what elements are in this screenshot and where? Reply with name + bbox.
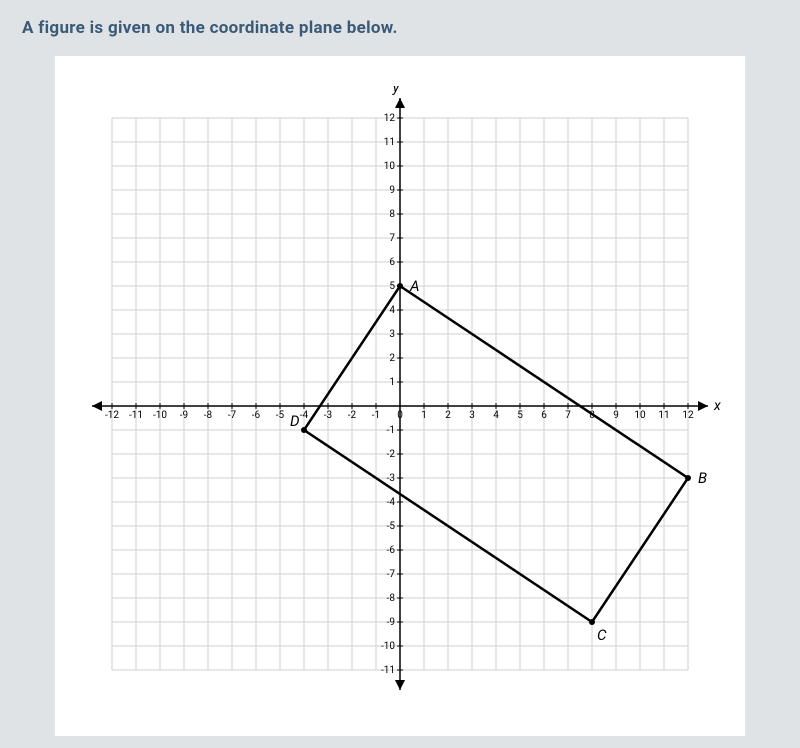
y-tick-label: 1	[389, 377, 395, 388]
y-tick-label: -9	[387, 617, 395, 628]
y-tick-label: -4	[387, 497, 396, 508]
x-tick-label: 6	[541, 410, 547, 421]
x-tick-label: 9	[613, 410, 619, 421]
x-axis-label: x	[713, 398, 721, 414]
page-title: A figure is given on the coordinate plan…	[22, 18, 778, 38]
y-tick-label: 4	[389, 305, 395, 316]
x-tick-label: -2	[348, 410, 357, 421]
x-tick-label: 11	[658, 410, 669, 421]
vertex-dot	[397, 283, 403, 289]
vertex-label-b: B	[698, 469, 707, 487]
y-tick-label: 6	[389, 257, 395, 268]
y-tick-label: -7	[387, 569, 396, 580]
vertex-label-a: A	[409, 277, 420, 295]
vertex-label-d: D	[290, 412, 300, 430]
x-tick-label: 1	[421, 410, 427, 421]
y-tick-label: -10	[381, 641, 395, 652]
y-tick-label: 11	[384, 137, 395, 148]
x-tick-label: -5	[276, 410, 285, 421]
coordinate-plane-chart: xy-12-11-10-9-8-7-6-5-4-3-2-101234567891…	[60, 86, 740, 726]
y-tick-label: -8	[387, 593, 396, 604]
chart-panel: xy-12-11-10-9-8-7-6-5-4-3-2-101234567891…	[55, 56, 745, 736]
vertex-dot	[589, 619, 595, 625]
x-tick-label: -6	[252, 410, 261, 421]
y-tick-label: -5	[387, 521, 396, 532]
x-tick-label: -8	[204, 410, 213, 421]
y-tick-label: 7	[389, 233, 395, 244]
y-tick-label: -11	[381, 665, 395, 676]
x-tick-label: 4	[493, 410, 499, 421]
y-tick-label: 9	[389, 185, 395, 196]
x-tick-label: 2	[445, 410, 451, 421]
x-tick-label: 3	[469, 410, 475, 421]
x-tick-label: 12	[682, 410, 694, 421]
y-tick-label: 3	[389, 329, 395, 340]
vertex-dot	[301, 427, 307, 433]
y-tick-label: 10	[384, 161, 396, 172]
y-tick-label: 5	[389, 281, 395, 292]
x-tick-label: -11	[129, 410, 143, 421]
x-tick-label: 10	[634, 410, 646, 421]
y-tick-label: 2	[389, 353, 395, 364]
y-axis-label: y	[392, 86, 400, 96]
y-tick-label: -2	[387, 449, 396, 460]
y-tick-label: -1	[387, 425, 395, 436]
x-tick-label: -1	[372, 410, 380, 421]
x-tick-label: -4	[300, 410, 309, 421]
vertex-dot	[685, 475, 691, 481]
y-tick-label: 12	[384, 113, 396, 124]
x-tick-label: -9	[180, 410, 188, 421]
y-tick-label: -3	[387, 473, 395, 484]
vertex-label-c: C	[597, 626, 607, 644]
x-tick-label: -12	[105, 410, 119, 421]
y-tick-label: 8	[389, 209, 395, 220]
x-tick-label: 7	[565, 410, 571, 421]
x-tick-label: -10	[153, 410, 167, 421]
y-tick-label: -6	[387, 545, 396, 556]
x-tick-label: -3	[324, 410, 332, 421]
x-tick-label: 5	[517, 410, 523, 421]
x-tick-label: 0	[397, 410, 403, 421]
x-tick-label: -7	[228, 410, 237, 421]
